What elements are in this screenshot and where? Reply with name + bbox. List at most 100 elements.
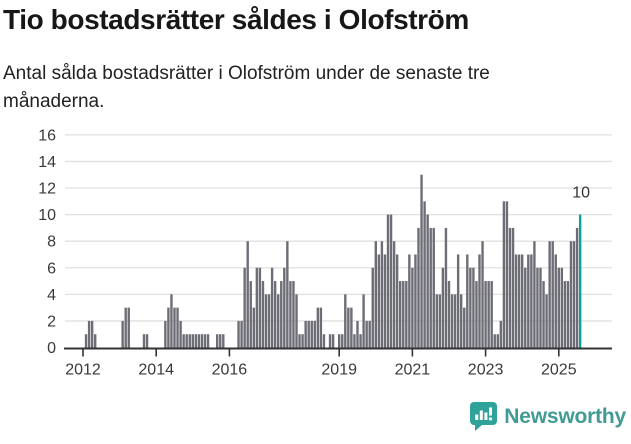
bar	[542, 281, 545, 348]
bar	[301, 334, 304, 348]
bar	[499, 320, 503, 348]
bar	[84, 334, 88, 348]
bar	[380, 241, 384, 348]
bar	[444, 227, 448, 348]
bar	[530, 254, 533, 348]
bar	[273, 281, 277, 348]
bar	[176, 307, 179, 348]
bar	[386, 214, 390, 348]
bar	[551, 241, 554, 348]
bar	[328, 334, 332, 348]
bar	[557, 267, 560, 348]
bar	[292, 281, 295, 348]
bar	[240, 320, 243, 348]
y-axis-tick-label: 0	[47, 340, 56, 357]
bar	[399, 281, 402, 348]
bar	[200, 334, 204, 348]
bar	[331, 334, 335, 348]
bar	[481, 241, 484, 348]
bar	[402, 281, 405, 348]
bar	[536, 267, 539, 348]
bar	[426, 214, 429, 348]
newsworthy-bubble-icon	[470, 402, 498, 431]
y-axis-tick-label: 6	[47, 260, 56, 277]
bar	[350, 307, 353, 348]
bar	[182, 334, 185, 348]
bar	[405, 281, 408, 348]
bar	[295, 294, 298, 348]
bar	[469, 267, 472, 348]
bar	[460, 294, 463, 348]
x-axis-tick-label: 2016	[212, 362, 248, 379]
bar	[87, 320, 91, 348]
bar	[575, 227, 579, 348]
bar	[563, 281, 567, 348]
bar	[487, 281, 490, 348]
bar	[545, 294, 548, 348]
bar	[277, 294, 280, 348]
bar	[261, 281, 265, 348]
x-axis-tick-label: 2014	[138, 362, 174, 379]
bar	[252, 307, 255, 348]
bar	[490, 281, 493, 348]
bar	[502, 201, 506, 348]
bar	[94, 334, 97, 348]
bar	[90, 320, 94, 348]
bar	[353, 334, 356, 348]
bar	[124, 307, 127, 348]
newsworthy-logo[interactable]: Newsworthy	[470, 402, 626, 431]
bar	[167, 307, 170, 348]
bar	[310, 320, 313, 348]
bar	[286, 241, 289, 348]
bar	[280, 281, 283, 348]
bar	[493, 334, 496, 348]
y-axis-tick-label: 12	[38, 181, 56, 198]
bar	[441, 267, 445, 348]
bar	[450, 294, 454, 348]
bar	[347, 307, 350, 348]
bubble-shape	[470, 402, 498, 431]
bar	[170, 294, 173, 348]
bar	[289, 281, 292, 348]
bar	[572, 241, 576, 348]
bar	[341, 334, 344, 348]
newsworthy-wordmark: Newsworthy	[504, 404, 626, 428]
x-axis-tick-label: 2012	[65, 362, 101, 379]
bar	[511, 227, 515, 348]
bar	[185, 334, 188, 348]
bar	[533, 241, 536, 348]
x-axis-tick-label: 2023	[468, 362, 504, 379]
bar	[383, 254, 387, 348]
chart-title: Tio bostadsrätter såldes i Olofström	[3, 4, 469, 35]
bar	[432, 227, 435, 348]
bar	[356, 320, 359, 348]
highlight-bar	[578, 214, 582, 348]
bar	[447, 281, 451, 348]
bar	[566, 281, 570, 348]
bar	[423, 201, 426, 348]
bar	[517, 254, 521, 348]
bar	[164, 320, 167, 348]
bar	[243, 267, 246, 348]
bar	[408, 254, 411, 348]
bar	[411, 267, 414, 348]
bar	[524, 267, 527, 348]
bar	[359, 334, 362, 348]
bar	[249, 281, 252, 348]
bar	[368, 320, 371, 348]
bar	[417, 227, 420, 348]
bar	[466, 254, 469, 348]
bar	[389, 214, 393, 348]
bar	[237, 320, 240, 348]
bar	[527, 254, 530, 348]
bar	[478, 254, 481, 348]
bar	[264, 294, 268, 348]
bar	[521, 254, 524, 348]
bar	[179, 320, 182, 348]
bar	[313, 320, 316, 348]
bar	[319, 307, 323, 348]
bar	[554, 254, 557, 348]
bar	[298, 334, 301, 348]
